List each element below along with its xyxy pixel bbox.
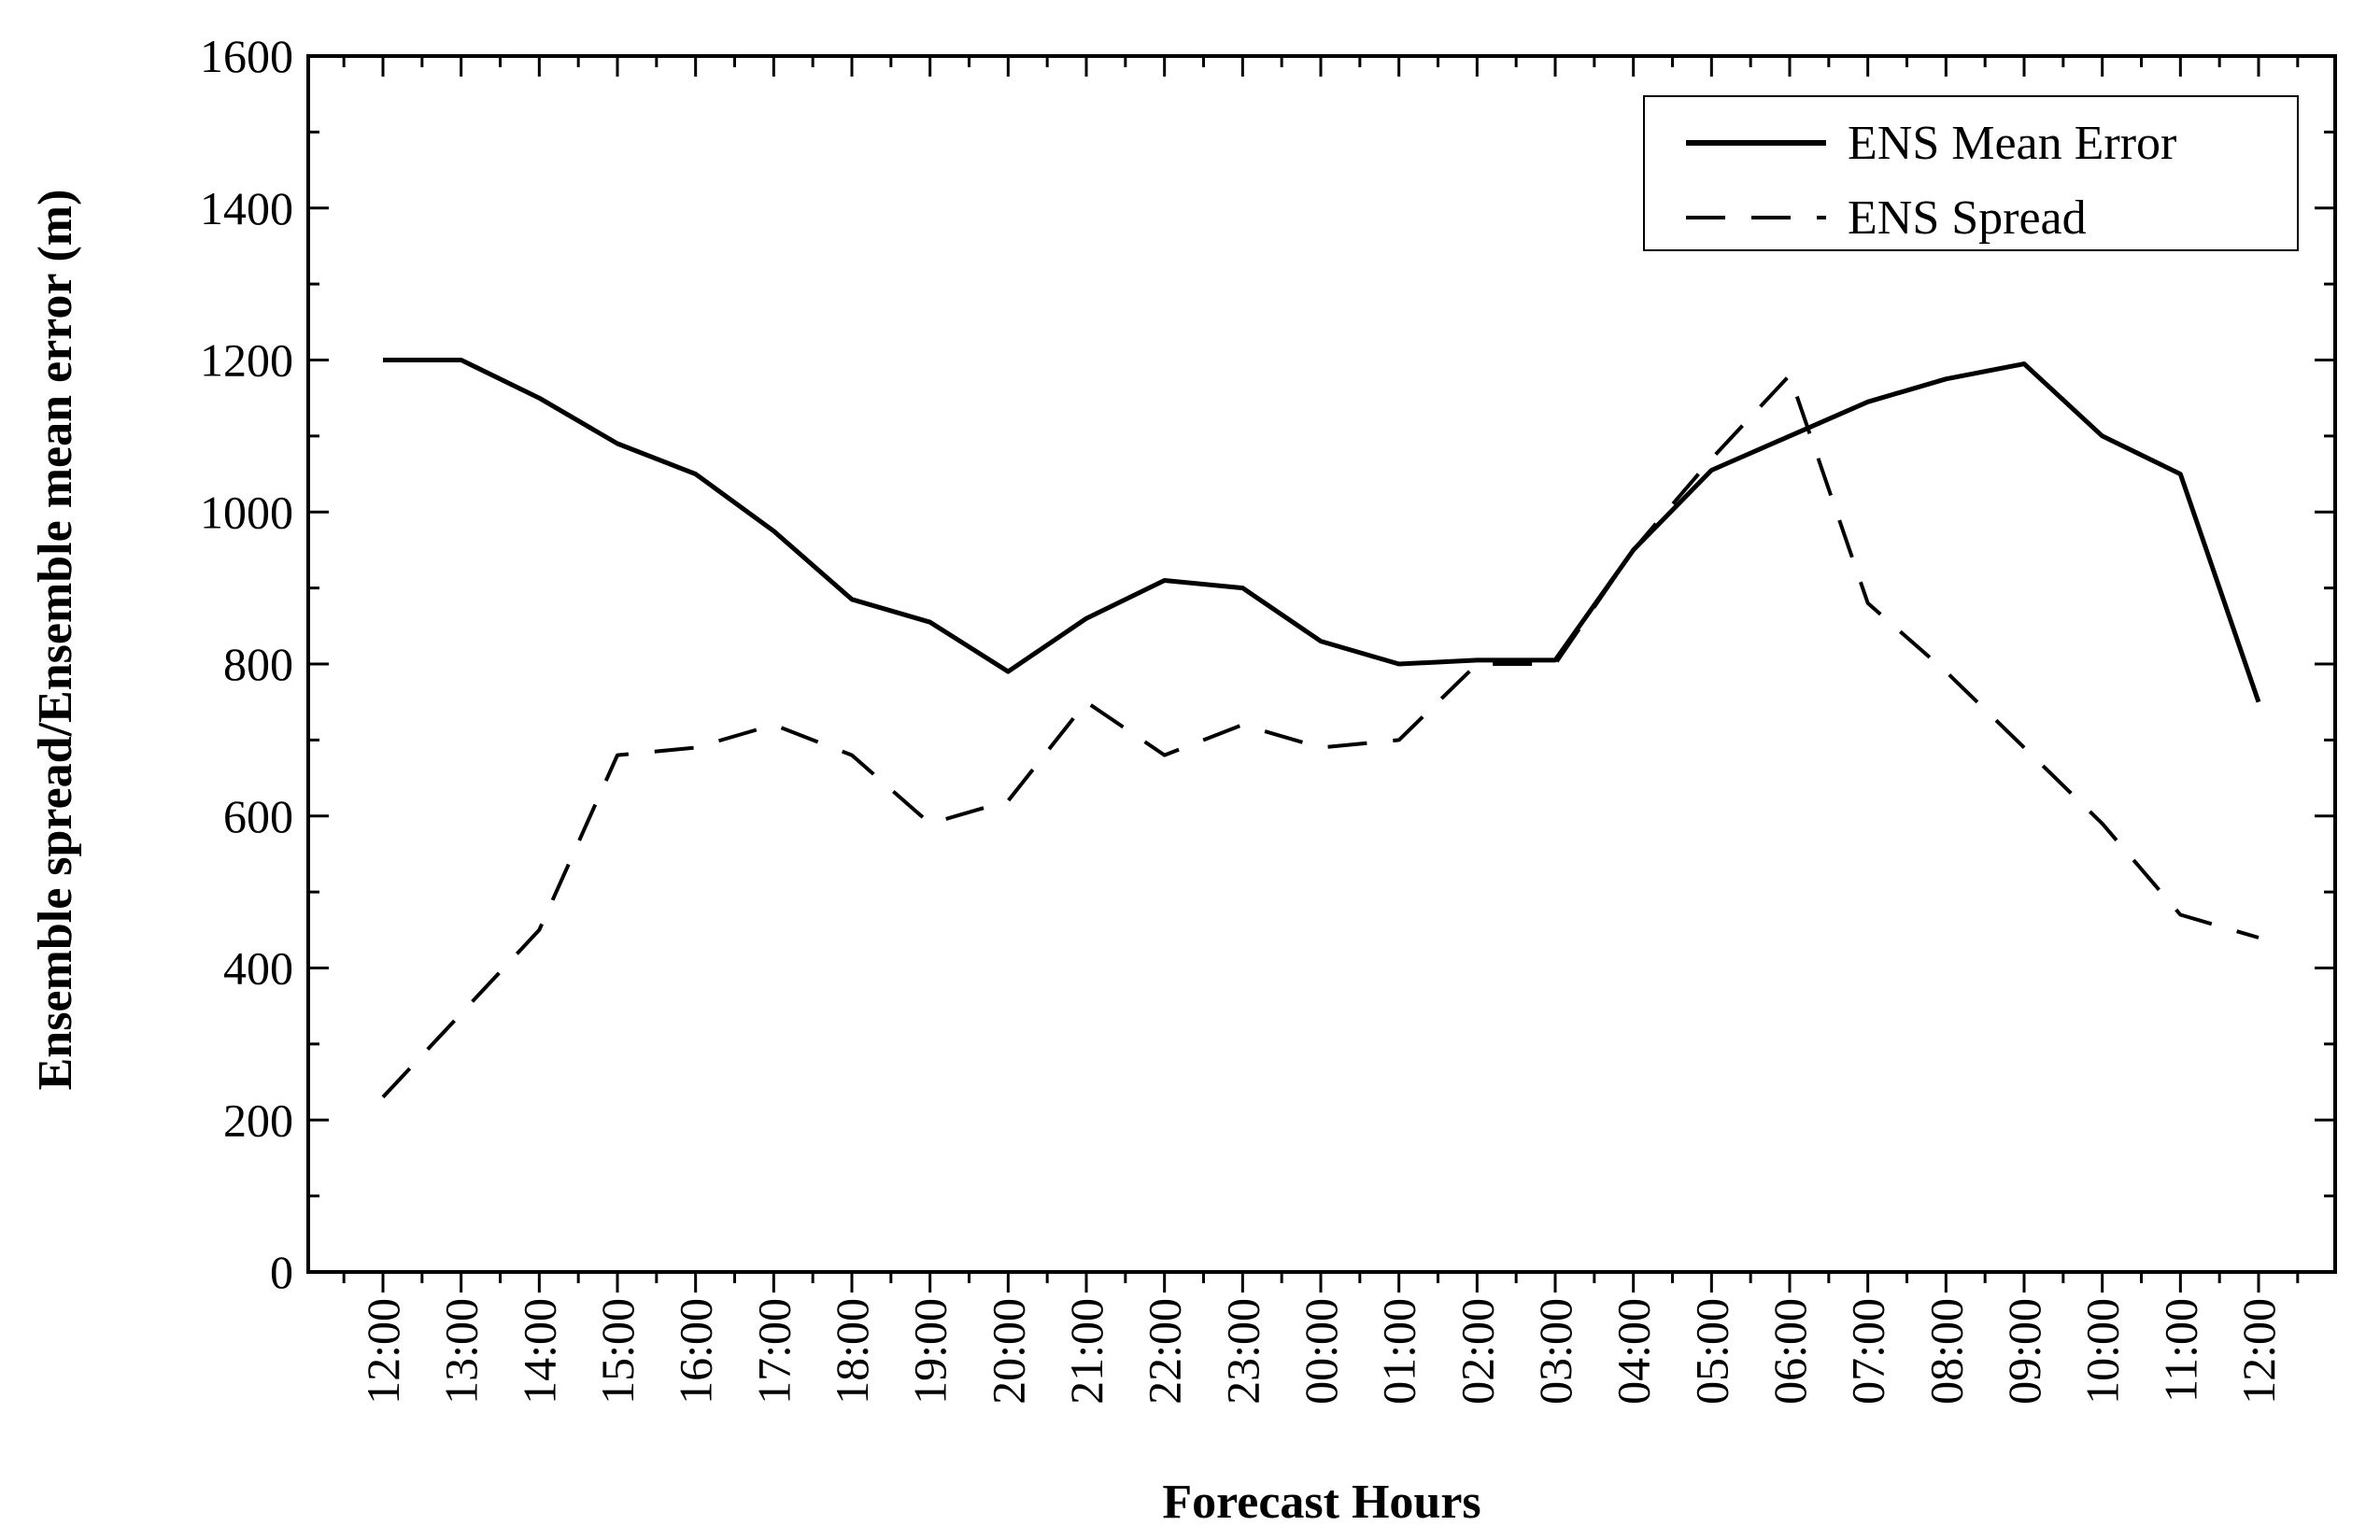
x-tick-label: 13:00 — [435, 1298, 488, 1405]
x-tick-label: 12:00 — [2232, 1298, 2285, 1405]
x-tick-label: 07:00 — [1842, 1298, 1894, 1405]
x-tick-label: 23:00 — [1216, 1298, 1268, 1405]
legend-label-ens-mean-error: ENS Mean Error — [1848, 117, 2176, 170]
x-tick-label: 22:00 — [1139, 1298, 1191, 1405]
x-tick-labels: 12:00 13:00 14:00 15:00 16:00 17:00 18:00 19:00… — [357, 1298, 2285, 1405]
y-tick-label: 600 — [223, 790, 293, 842]
x-tick-label: 09:00 — [1998, 1298, 2050, 1405]
x-tick-label: 19:00 — [904, 1298, 956, 1405]
series-line-ens-mean-error — [383, 358, 2261, 703]
y-tick-label: 400 — [223, 942, 293, 995]
x-axis-title: Forecast Hours — [1162, 1476, 1480, 1529]
plot-frame — [306, 54, 2337, 1274]
x-tick-label: 05:00 — [1685, 1298, 1737, 1405]
x-tick-label: 21:00 — [1060, 1298, 1112, 1405]
y-tick-labels: 0 200 400 600 800 1000 1200 1400 1600 — [200, 30, 293, 1298]
x-tick-label: 11:00 — [2154, 1298, 2206, 1403]
x-tick-label: 00:00 — [1295, 1298, 1347, 1405]
x-tick-label: 04:00 — [1608, 1298, 1660, 1405]
x-tick-label: 02:00 — [1451, 1298, 1503, 1405]
y-tick-label: 1200 — [200, 334, 293, 387]
y-tick-label: 1000 — [200, 486, 293, 538]
x-tick-label: 06:00 — [1764, 1298, 1816, 1405]
x-tick-label: 14:00 — [513, 1298, 565, 1405]
x-tick-label: 08:00 — [1920, 1298, 1972, 1405]
x-tick-label: 12:00 — [357, 1298, 409, 1405]
legend-label-ens-spread: ENS Spread — [1848, 191, 2087, 245]
x-tick-label: 01:00 — [1373, 1298, 1425, 1405]
y-axis-title-group: Ensemble spread/Ensemble mean error (m) — [29, 190, 82, 1091]
x-tick-label: 17:00 — [747, 1298, 800, 1405]
y-tick-label: 800 — [223, 638, 293, 690]
y-tick-label: 0 — [270, 1246, 293, 1298]
legend: ENS Mean Error ENS Spread — [1643, 95, 2299, 251]
series-lines — [381, 358, 2261, 1099]
x-tick-label: 15:00 — [591, 1298, 644, 1405]
x-tick-label: 20:00 — [982, 1298, 1034, 1405]
y-tick-label: 200 — [223, 1094, 293, 1146]
legend-box — [1643, 95, 2299, 251]
y-tick-label: 1400 — [200, 182, 293, 234]
x-tick-label: 18:00 — [826, 1298, 878, 1405]
x-tick-label: 10:00 — [2076, 1298, 2129, 1405]
y-tick-label: 1600 — [200, 30, 293, 82]
x-tick-label: 16:00 — [670, 1298, 722, 1405]
y-axis-title: Ensemble spread/Ensemble mean error (m) — [29, 190, 82, 1091]
series-line-ens-spread — [381, 373, 2260, 1099]
x-tick-label: 03:00 — [1529, 1298, 1581, 1405]
